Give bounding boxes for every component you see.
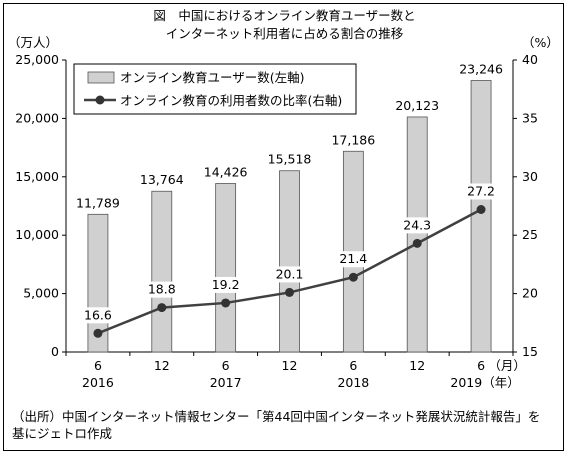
right-axis-tick-label: 35 — [522, 110, 538, 125]
ratio-value-label: 19.2 — [212, 277, 240, 292]
bar-value-label: 11,789 — [76, 195, 120, 210]
ratio-value-label: 16.6 — [84, 307, 112, 322]
right-axis-tick-label: 40 — [522, 52, 538, 67]
x-category-label: 6 — [222, 358, 230, 373]
ratio-point — [412, 238, 422, 248]
ratio-label-bg — [402, 217, 433, 234]
x-category-label: 6 — [349, 358, 357, 373]
x-year-label: 2018 — [337, 375, 369, 390]
ratio-point — [221, 298, 231, 308]
ratio-point — [157, 303, 167, 313]
ratio-value-label: 27.2 — [467, 184, 495, 199]
ratio-label-bg — [274, 266, 305, 283]
chart-svg: 0 5,000 10,000 15,000 20,000 25,000 15 20 25 30 35… — [15, 52, 538, 390]
bar — [279, 170, 300, 353]
x-category-label: 12 — [282, 358, 298, 373]
ratio-label-bg — [146, 281, 177, 298]
bar-value-label: 15,518 — [268, 152, 312, 167]
bar-value-label: 23,246 — [459, 61, 503, 76]
ratio-value-label: 18.8 — [148, 282, 176, 297]
bar-value-label: 20,123 — [395, 98, 439, 113]
bar-value-label: 13,764 — [140, 172, 184, 187]
ratio-point — [476, 205, 486, 215]
legend-bar-swatch — [87, 71, 115, 84]
chart-title-line1: 図 中国におけるオンライン教育ユーザー数と — [153, 8, 416, 23]
ratio-value-label: 21.4 — [339, 251, 367, 266]
x-year-label: 2019（年） — [450, 375, 519, 390]
right-axis-tick-label: 20 — [522, 286, 538, 301]
left-axis-tick-label: 5,000 — [23, 286, 59, 301]
legend-line-marker — [95, 95, 105, 105]
left-axis-tick-label: 15,000 — [15, 169, 59, 184]
left-axis-tick-label: 0 — [51, 344, 59, 359]
ratio-point — [348, 272, 358, 282]
x-category-label: 12 — [409, 358, 425, 373]
source-line1: （出所）中国インターネット情報センター「第44回中国インターネット発展状況統計報… — [12, 409, 541, 424]
bar-value-label: 17,186 — [331, 132, 375, 147]
right-axis-tick-label: 25 — [522, 227, 538, 242]
legend-bar-label: オンライン教育ユーザー数(左軸) — [120, 70, 305, 85]
x-category-label: 6 — [94, 358, 102, 373]
x-year-label: 2017 — [210, 375, 242, 390]
legend-line-label: オンライン教育の利用者数の比率(右軸) — [120, 93, 342, 108]
ratio-label-bg — [338, 251, 369, 268]
x-category-label: 6 — [477, 358, 485, 373]
ratio-point — [93, 328, 103, 338]
chart-title-line2: インターネット利用者に占める割合の推移 — [165, 26, 404, 41]
bar — [406, 116, 428, 353]
ratio-value-label: 20.1 — [276, 266, 304, 281]
chart-frame: 図 中国におけるオンライン教育ユーザー数と インターネット利用者に占める割合の推… — [3, 3, 564, 451]
ratio-value-label: 24.3 — [403, 217, 431, 232]
left-axis-tick-label: 10,000 — [15, 227, 59, 242]
ratio-label-bg — [466, 183, 497, 200]
right-axis-tick-label: 30 — [522, 169, 538, 184]
left-axis-tick-label: 20,000 — [15, 110, 59, 125]
x-year-label: 2016 — [82, 375, 114, 390]
right-axis-unit: （%） — [522, 35, 559, 50]
legend-box — [73, 63, 357, 115]
source-note: （出所）中国インターネット情報センター「第44回中国インターネット発展状況統計報… — [12, 408, 557, 442]
source-line2: 基にジェトロ作成 — [12, 426, 113, 441]
ratio-point — [285, 287, 294, 297]
x-category-label: 12 — [154, 358, 170, 373]
bar — [215, 183, 237, 353]
x-month-unit: （月） — [488, 358, 526, 373]
bar — [470, 80, 492, 353]
left-axis-unit: （万人） — [8, 35, 59, 50]
left-axis-tick-label: 25,000 — [15, 52, 59, 67]
bar-value-label: 14,426 — [204, 165, 248, 180]
ratio-label-bg — [210, 276, 241, 293]
right-axis-tick-label: 15 — [522, 344, 538, 359]
bar — [151, 190, 173, 353]
ratio-label-bg — [82, 307, 113, 324]
